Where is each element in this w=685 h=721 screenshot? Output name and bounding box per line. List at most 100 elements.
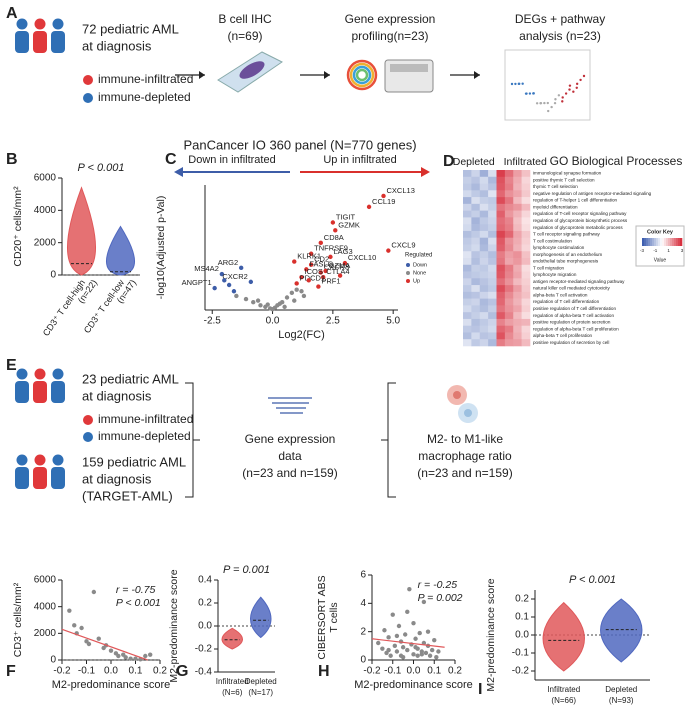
- cohort-text: 159 pediatric AML: [82, 454, 186, 469]
- violin: [67, 186, 96, 276]
- annotation: P < 0.001: [116, 597, 161, 609]
- heat-cell: [513, 176, 522, 184]
- point: [265, 302, 270, 307]
- gene-label: LAG3: [333, 247, 352, 256]
- heat-cell: [504, 258, 514, 266]
- x-category-note: (N=66): [551, 696, 576, 705]
- y-tick-label: 2: [360, 626, 366, 637]
- point: [328, 254, 333, 260]
- heat-cell: [471, 332, 481, 340]
- point: [394, 649, 400, 654]
- color-key-swatch: [658, 238, 661, 246]
- thumb-dot: [575, 86, 578, 89]
- row-label: T cell migration: [533, 265, 565, 270]
- heat-cell: [521, 298, 531, 306]
- gene-label: GZMK: [338, 220, 360, 229]
- point: [405, 647, 410, 653]
- x-category-label: Infiltrated: [216, 677, 249, 686]
- heat-cell: [504, 298, 514, 306]
- point: [289, 290, 295, 296]
- point: [436, 649, 441, 654]
- point: [415, 653, 420, 658]
- panel-label: E: [6, 357, 17, 374]
- row-label: lymphocyte migration: [533, 272, 577, 277]
- heat-cell: [479, 203, 489, 211]
- point: [386, 647, 391, 653]
- heat-cell: [504, 230, 514, 238]
- heat-cell: [521, 312, 531, 320]
- color-key-swatch: [670, 238, 673, 246]
- heat-cell: [479, 325, 489, 333]
- row-label: positive regulation of protein secretion: [533, 320, 611, 325]
- heat-cell: [479, 210, 489, 218]
- heat-cell: [496, 224, 506, 232]
- y-axis-label: T cells: [328, 602, 340, 632]
- gene-label: ICOS: [305, 267, 323, 276]
- x-category-note: (N=6): [222, 688, 243, 697]
- gene-label: ANGPT1: [182, 278, 212, 287]
- heat-cell: [521, 264, 531, 272]
- gene-label: TIGIT: [336, 212, 356, 221]
- point: [301, 293, 307, 299]
- gene-label: CTLA4: [326, 267, 349, 276]
- thumb-dot: [554, 98, 557, 101]
- heat-cell: [488, 224, 497, 232]
- point: [419, 652, 424, 657]
- point: [432, 637, 437, 643]
- person-icon: [15, 381, 29, 403]
- point: [294, 287, 299, 292]
- heat-cell: [463, 197, 472, 205]
- point: [277, 301, 282, 306]
- point: [86, 641, 92, 647]
- annotation: r = -0.25: [418, 579, 458, 591]
- heat-cell: [496, 318, 506, 326]
- y-tick-label: 0.0: [198, 621, 212, 632]
- ring-icon: [355, 68, 369, 82]
- color-key-swatch: [668, 238, 671, 246]
- heat-cell: [479, 318, 489, 326]
- heat-cell: [463, 305, 472, 313]
- y-axis-label: CD20⁺ cells/mm²: [12, 186, 24, 267]
- heat-cell: [479, 298, 489, 306]
- heat-cell: [488, 217, 497, 225]
- heat-cell: [463, 278, 472, 286]
- point: [423, 650, 429, 656]
- heat-cell: [513, 278, 522, 286]
- cohort-text: (TARGET-AML): [82, 488, 173, 503]
- thumb-dot: [568, 88, 571, 91]
- point: [231, 289, 237, 294]
- legend-text: immune-depleted: [98, 429, 191, 443]
- panel-label: G: [176, 663, 188, 680]
- point: [376, 640, 381, 646]
- person-icon: [52, 368, 64, 380]
- heat-cell: [488, 210, 497, 218]
- y-tick-label: 4: [360, 598, 366, 609]
- heat-cell: [496, 237, 506, 245]
- x-category-note: (N=17): [248, 688, 273, 697]
- violin: [106, 225, 135, 276]
- heat-cell: [463, 291, 472, 299]
- point: [429, 647, 435, 653]
- heat-cell: [463, 285, 472, 293]
- heat-cell: [463, 210, 472, 218]
- heat-cell: [471, 339, 481, 347]
- row-label: T cell receptor signaling pathway: [533, 232, 601, 237]
- heat-cell: [496, 176, 506, 184]
- y-tick-label: 0.1: [515, 612, 529, 623]
- person-icon: [51, 381, 65, 403]
- heat-cell: [513, 183, 522, 191]
- heat-cell: [479, 264, 489, 272]
- x-axis-label: Log2(FC): [278, 329, 324, 341]
- heat-cell: [504, 291, 514, 299]
- heat-cell: [513, 244, 522, 252]
- color-key-label: Value: [654, 257, 667, 263]
- group-label: Infiltrated: [504, 156, 547, 168]
- color-key-tick: -3: [640, 248, 644, 253]
- thumb-dot: [546, 101, 549, 105]
- heat-cell: [504, 203, 514, 211]
- heat-cell: [496, 312, 506, 320]
- y-axis-label: -log10(Adjusted p-Val): [155, 196, 167, 300]
- cohort-text: at diagnosis: [82, 388, 152, 403]
- gene-label: CXCL13: [387, 186, 415, 195]
- heat-cell: [504, 224, 514, 232]
